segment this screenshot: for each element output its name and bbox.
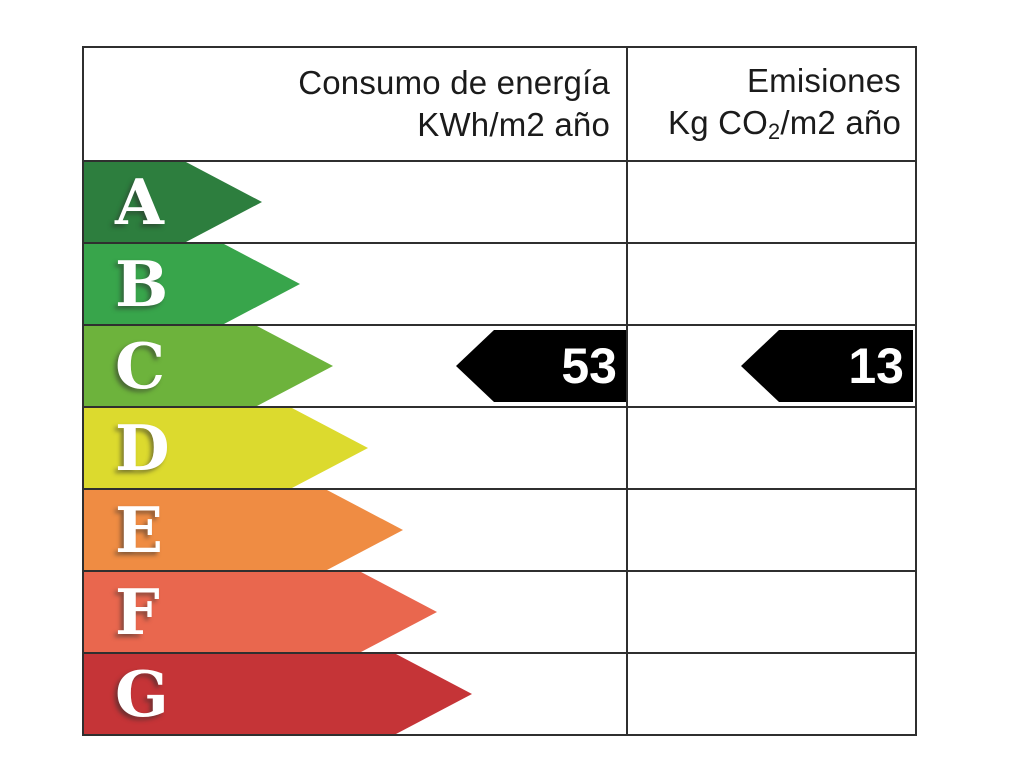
consumption-cell-b: B: [84, 244, 628, 324]
consumption-header: Consumo de energía KWh/m2 año: [84, 48, 628, 160]
rating-letter-e: E: [115, 492, 164, 567]
emissions-header: Emisiones Kg CO2/m2 año: [628, 48, 915, 160]
consumption-cell-d: D: [84, 408, 628, 488]
rating-row-b: B: [84, 242, 915, 324]
rating-arrow-f: F: [84, 572, 437, 652]
consumption-header-line2: KWh/m2 año: [417, 106, 610, 143]
rating-row-a: A: [84, 160, 915, 242]
emissions-cell-d: [628, 408, 915, 488]
rating-row-f: F: [84, 570, 915, 652]
consumption-value-arrow: 53: [456, 330, 626, 402]
rating-arrow-a: A: [84, 162, 262, 242]
rating-arrow-b: B: [84, 244, 300, 324]
rating-row-e: E: [84, 488, 915, 570]
emissions-cell-c: 13: [628, 326, 915, 406]
consumption-value: 53: [561, 338, 617, 394]
rating-row-g: G: [84, 652, 915, 734]
rating-letter-a: A: [115, 164, 164, 239]
table-header-row: Consumo de energía KWh/m2 año Emisiones …: [84, 48, 915, 160]
rating-arrow-g: G: [84, 654, 472, 734]
consumption-cell-c: C 53: [84, 326, 628, 406]
emissions-value-arrow: 13: [741, 330, 913, 402]
rating-letter-b: B: [115, 246, 169, 321]
co2-subscript: 2: [768, 118, 781, 144]
rating-arrow-c: C: [84, 326, 333, 406]
rating-row-c: C 53 13: [84, 324, 915, 406]
emissions-cell-b: [628, 244, 915, 324]
consumption-cell-a: A: [84, 162, 628, 242]
rating-row-d: D: [84, 406, 915, 488]
emissions-cell-a: [628, 162, 915, 242]
consumption-header-line1: Consumo de energía: [298, 64, 610, 101]
emissions-header-line2: Kg CO2/m2 año: [668, 104, 901, 144]
emissions-cell-e: [628, 490, 915, 570]
rating-letter-d: D: [115, 410, 170, 485]
rating-letter-c: C: [115, 328, 166, 403]
consumption-cell-e: E: [84, 490, 628, 570]
emissions-cell-f: [628, 572, 915, 652]
energy-rating-table: Consumo de energía KWh/m2 año Emisiones …: [82, 46, 917, 736]
emissions-header-line1: Emisiones: [746, 62, 901, 99]
emissions-value: 13: [848, 338, 904, 394]
consumption-cell-f: F: [84, 572, 628, 652]
rating-arrow-d: D: [84, 408, 368, 488]
rating-letter-g: G: [115, 656, 169, 731]
rating-arrow-e: E: [84, 490, 403, 570]
consumption-cell-g: G: [84, 654, 628, 734]
emissions-cell-g: [628, 654, 915, 734]
rating-letter-f: F: [115, 574, 160, 649]
